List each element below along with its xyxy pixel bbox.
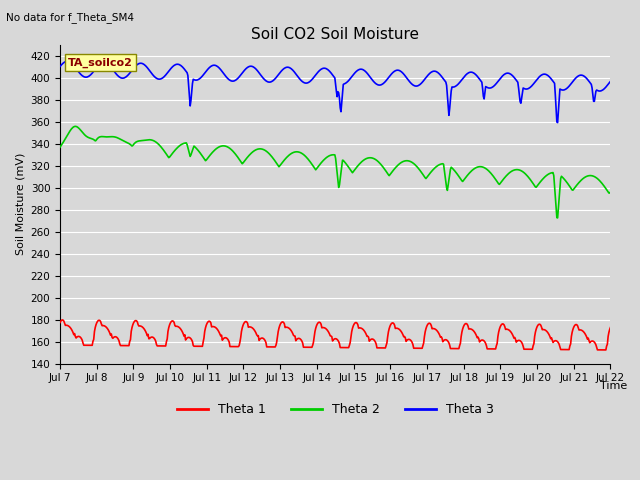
Title: Soil CO2 Soil Moisture: Soil CO2 Soil Moisture (252, 27, 419, 42)
Text: TA_soilco2: TA_soilco2 (68, 57, 133, 68)
Y-axis label: Soil Moisture (mV): Soil Moisture (mV) (15, 153, 25, 255)
Text: No data for f_Theta_SM4: No data for f_Theta_SM4 (6, 12, 134, 23)
Legend: Theta 1, Theta 2, Theta 3: Theta 1, Theta 2, Theta 3 (172, 398, 499, 421)
X-axis label: Time: Time (600, 381, 627, 391)
